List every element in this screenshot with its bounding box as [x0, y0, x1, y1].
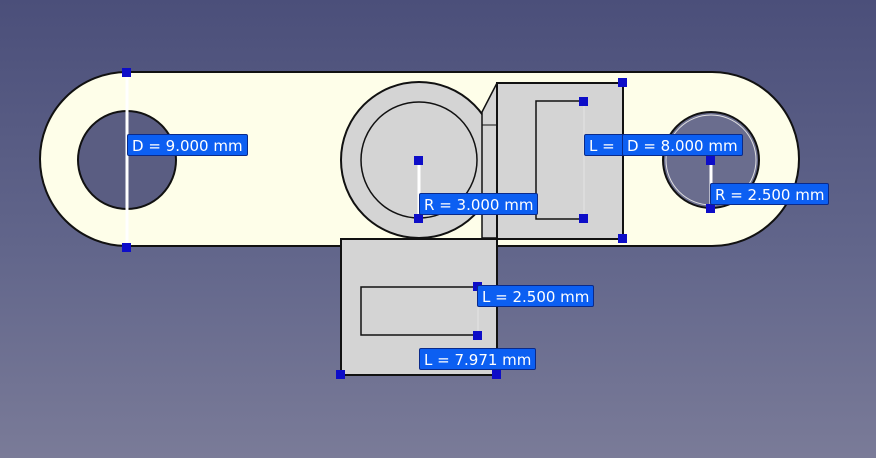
dim-label-l-partial[interactable]: L =: [584, 134, 624, 156]
dim-label-l3[interactable]: L = 7.971 mm: [419, 348, 537, 370]
vertex-handle: [122, 243, 131, 252]
dim-label-l2[interactable]: L = 2.500 mm: [477, 285, 595, 307]
dim-label-d1[interactable]: D = 9.000 mm: [127, 134, 248, 156]
vertex-handle: [706, 156, 715, 165]
vertex-handle: [336, 370, 345, 379]
right-pocket-slot[interactable]: [535, 100, 585, 220]
vertex-handle: [414, 156, 423, 165]
vertex-handle: [579, 97, 588, 106]
vertex-handle: [618, 234, 627, 243]
dim-label-r2[interactable]: R = 2.500 mm: [710, 183, 830, 205]
vertex-handle: [473, 331, 482, 340]
vertex-handle: [414, 214, 423, 223]
vertex-handle: [492, 370, 501, 379]
dim-label-r1[interactable]: R = 3.000 mm: [419, 193, 539, 215]
vertex-handle: [579, 214, 588, 223]
vertex-handle: [122, 68, 131, 77]
dim-label-d2[interactable]: D = 8.000 mm: [622, 134, 743, 156]
vertex-handle: [706, 204, 715, 213]
bottom-slot[interactable]: [360, 286, 479, 336]
vertex-handle: [618, 78, 627, 87]
